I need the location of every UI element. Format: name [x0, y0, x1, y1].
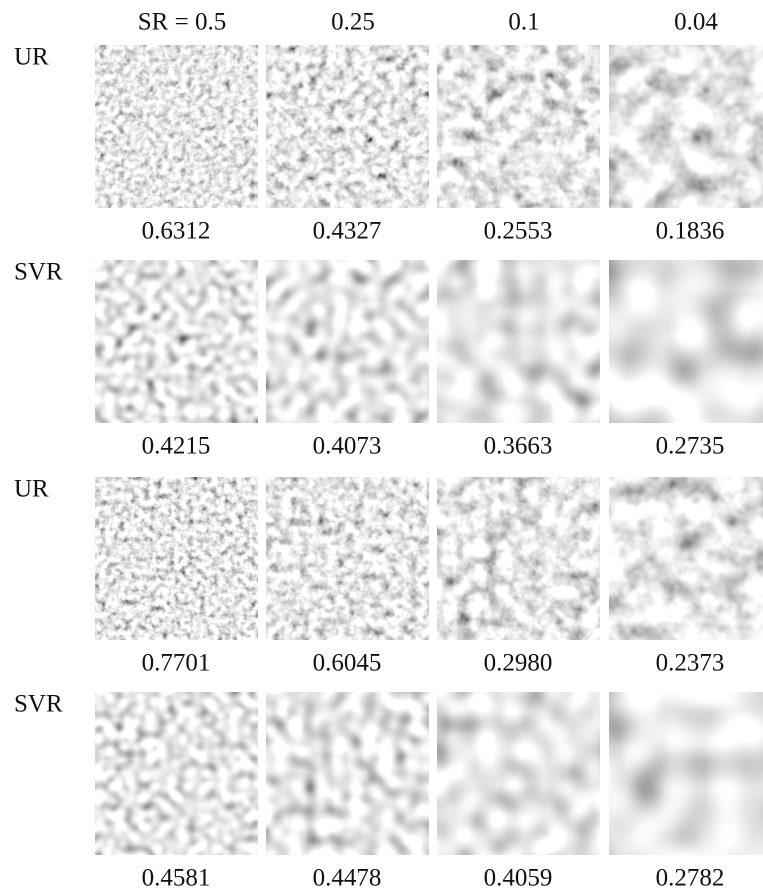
score: 0.2980 — [484, 650, 553, 677]
image-panel — [609, 45, 763, 208]
image-panel — [437, 260, 600, 423]
score: 0.3663 — [484, 433, 553, 460]
image-panel — [266, 260, 429, 423]
image-panel — [95, 260, 258, 423]
image-panel — [95, 477, 258, 640]
score: 0.6312 — [142, 218, 211, 245]
image-panel — [95, 45, 258, 208]
score: 0.2782 — [656, 865, 725, 892]
image-panel — [609, 477, 763, 640]
figure: SR = 0.5 0.25 0.1 0.04 UR 0.6312 0.4327 0.2553 0… — [0, 0, 763, 894]
row-label: UR — [14, 476, 49, 503]
score: 0.4215 — [142, 433, 211, 460]
score: 0.2553 — [484, 218, 553, 245]
column-header: SR = 0.5 — [138, 9, 226, 36]
image-panel — [609, 260, 763, 423]
image-panel — [437, 45, 600, 208]
score: 0.7701 — [142, 650, 211, 677]
column-header: 0.1 — [508, 9, 539, 36]
score: 0.2373 — [656, 650, 725, 677]
score: 0.4478 — [313, 865, 382, 892]
column-header: 0.04 — [674, 9, 718, 36]
score: 0.4059 — [484, 865, 553, 892]
score: 0.4327 — [313, 218, 382, 245]
score: 0.1836 — [656, 218, 725, 245]
image-panel — [266, 477, 429, 640]
score: 0.4581 — [142, 865, 211, 892]
row-label: UR — [14, 44, 49, 71]
score: 0.2735 — [656, 433, 725, 460]
image-panel — [437, 692, 600, 855]
row-label: SVR — [14, 259, 63, 286]
score: 0.6045 — [313, 650, 382, 677]
score: 0.4073 — [313, 433, 382, 460]
image-panel — [609, 692, 763, 855]
image-panel — [266, 692, 429, 855]
column-header: 0.25 — [331, 9, 375, 36]
image-panel — [266, 45, 429, 208]
image-panel — [95, 692, 258, 855]
row-label: SVR — [14, 691, 63, 718]
image-panel — [437, 477, 600, 640]
